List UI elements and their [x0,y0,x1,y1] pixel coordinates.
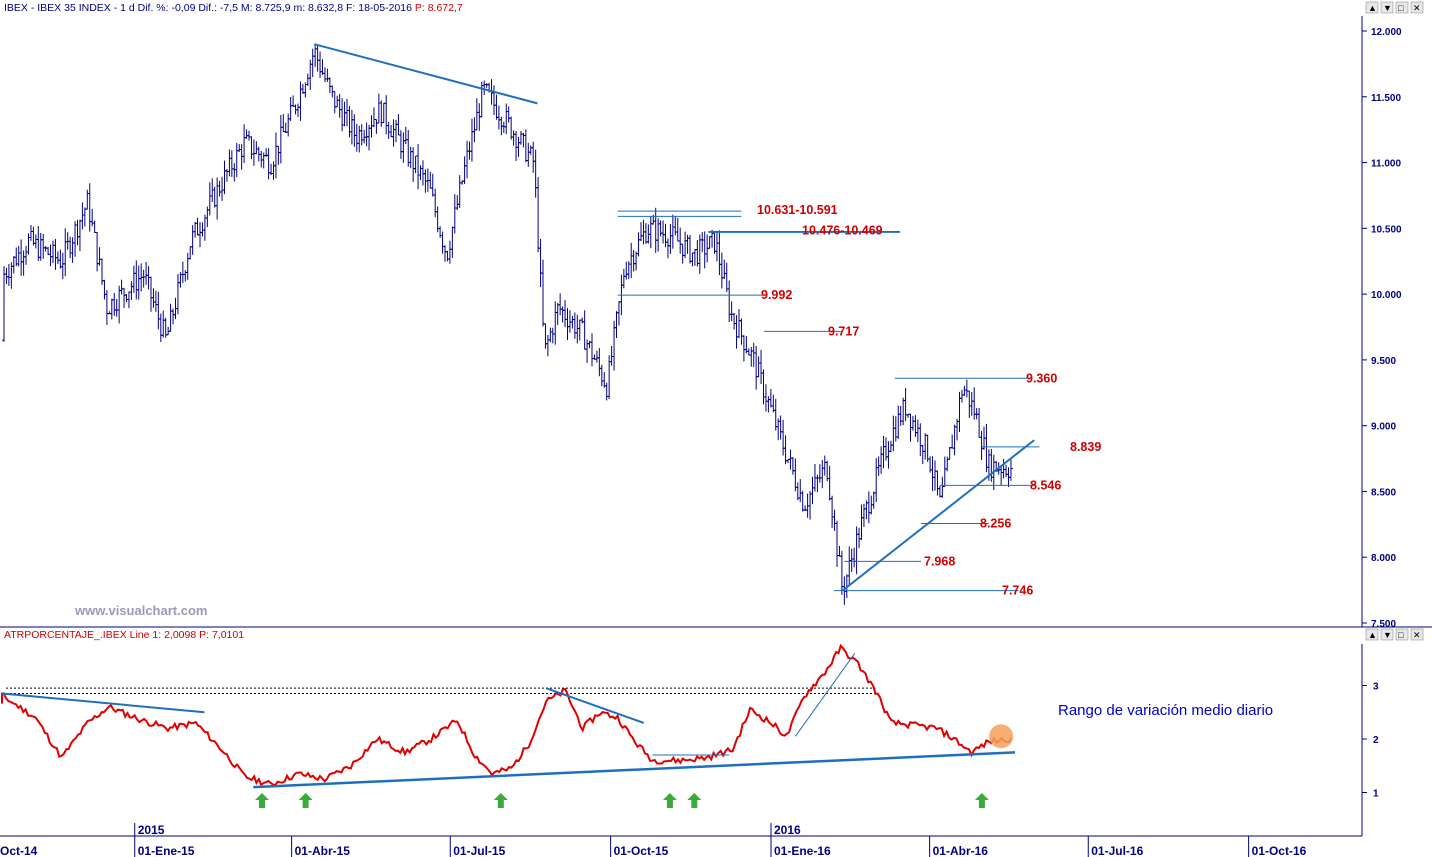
sub-scroll-down-button[interactable]: ▼ [1380,628,1394,641]
price-trendlines [314,43,1035,592]
atr-tick-label: 3 [1373,682,1379,693]
trendline [314,43,538,105]
date-tick-label: 01-Oct-15 [614,844,669,857]
atr-rising-trendline [794,653,856,737]
price-tick-label: 8.000 [1371,553,1396,564]
date-tick-label: 01-Ene-16 [774,844,831,857]
atr-annotation: Rango de variación medio diario [1058,702,1273,719]
price-tick-labels: 12.000 11.500 11.000 10.500 10.000 9.500 9.000… [1362,27,1402,630]
atr-tick-label: 1 [1373,789,1379,800]
trendline [841,439,1035,592]
svg-text:✕: ✕ [1413,3,1421,13]
ohlc-series [2,43,1013,605]
level-label: 7.746 [1002,584,1033,598]
up-arrow-icon [298,793,313,808]
price-tick-label: 9.000 [1371,422,1396,433]
price-tick-label: 7.500 [1371,619,1396,630]
svg-text:□: □ [1398,3,1404,13]
up-arrow-icon [687,793,702,808]
date-tick-label: 01-Abr-16 [933,844,989,857]
main-window-controls: ▲ ▼ □ ✕ [1365,1,1424,14]
up-arrow-icon [662,793,677,808]
level-label: 10.631-10.591 [757,203,838,217]
level-label: 9.360 [1026,371,1057,385]
atr-falling-trendline [1,692,205,714]
date-tick-label: 01-Jul-15 [453,844,505,857]
atr-current-marker [989,724,1014,749]
atr-falling-trendline [545,687,645,724]
atr-line [0,643,1013,787]
level-label: 8.839 [1070,440,1101,454]
atr-series [0,643,1016,808]
year-label: 2015 [138,823,165,837]
sub-scroll-up-button[interactable]: ▲ [1365,628,1379,641]
up-arrow-icon [974,793,989,808]
up-arrow-icon [255,793,269,808]
price-tick-label: 9.500 [1371,356,1396,367]
main-scroll-down-button[interactable]: ▼ [1380,1,1394,14]
price-tick-label: 10.500 [1371,224,1402,235]
price-tick-label: 12.000 [1371,27,1402,38]
date-tick-label: 01-Abr-15 [295,844,351,857]
sub-chart-header: ATRPORCENTAJE_.IBEX Line 1: 2,0098 P: 7,… [4,629,244,641]
svg-text:✕: ✕ [1413,630,1421,640]
support-resistance-levels: 10.631-10.591 10.476-10.469 9.992 9.717 9.36… [617,203,1101,598]
atr-support-line [253,751,1016,789]
watermark: www.visualchart.com [74,603,207,618]
svg-text:□: □ [1398,630,1404,640]
date-tick-label: 01-Oct-16 [1252,844,1307,857]
level-label: 9.717 [828,324,859,338]
main-maximize-button[interactable]: □ [1395,1,1409,14]
date-tick-label: 01-Jul-16 [1091,844,1143,857]
svg-text:▲: ▲ [1368,630,1377,640]
main-scroll-up-button[interactable]: ▲ [1365,1,1379,14]
main-close-button[interactable]: ✕ [1410,1,1424,14]
up-arrow-icon [493,793,508,808]
svg-text:▼: ▼ [1383,3,1392,13]
date-tick-label: Oct-14 [0,844,38,857]
level-label: 10.476-10.469 [802,223,883,237]
svg-text:▼: ▼ [1383,630,1392,640]
level-label: 7.968 [924,554,955,568]
sub-maximize-button[interactable]: □ [1395,628,1409,641]
atr-tick-label: 2 [1373,735,1379,746]
sub-close-button[interactable]: ✕ [1410,628,1424,641]
level-label: 8.256 [980,517,1011,531]
atr-tick-labels: 3 2 1 [1362,682,1379,800]
level-label: 9.992 [761,288,792,302]
year-label: 2016 [774,823,801,837]
svg-text:▲: ▲ [1368,3,1377,13]
price-tick-label: 11.500 [1371,93,1401,104]
date-tick-labels: Oct-14 01-Ene-15 01-Abr-15 01-Jul-15 01-Oct-… [0,823,1307,857]
price-tick-label: 8.500 [1371,487,1396,498]
price-tick-label: 11.000 [1371,159,1401,170]
level-label: 8.546 [1030,478,1061,492]
price-tick-label: 10.000 [1371,290,1402,301]
main-chart-header: IBEX - IBEX 35 INDEX - 1 d Dif. %: -0,09… [4,2,463,14]
sub-window-controls: ▲ ▼ □ ✕ [1365,628,1424,641]
date-tick-label: 01-Ene-15 [138,844,195,857]
